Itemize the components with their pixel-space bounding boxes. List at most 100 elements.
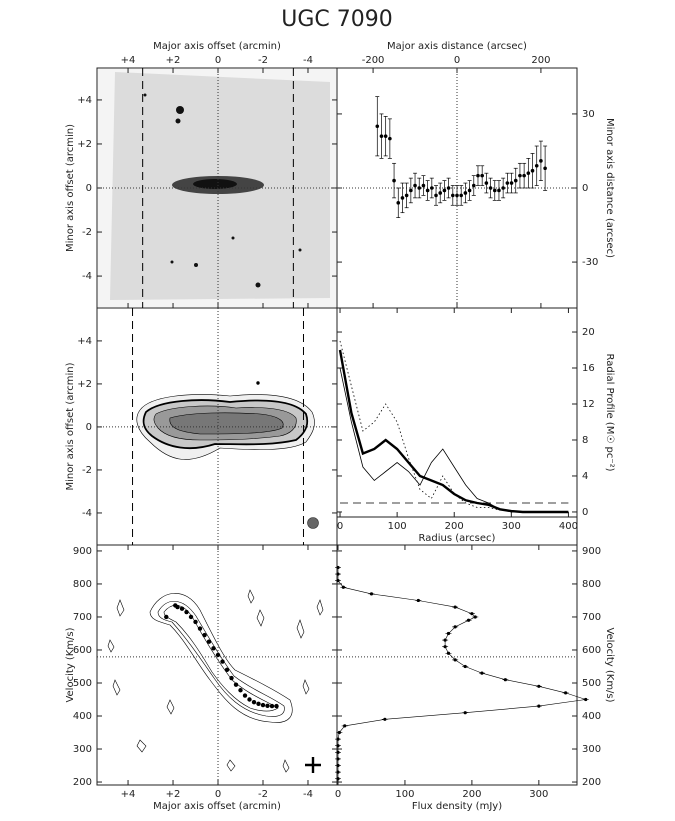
pv-contours: [107, 589, 324, 773]
y-tick-label: 500: [73, 678, 92, 689]
y-tick-label: 300: [73, 744, 92, 755]
y-tick-label: 200: [73, 777, 92, 788]
data-point: [164, 614, 169, 620]
contour: [149, 593, 293, 723]
x-tick-label: 200: [531, 55, 550, 66]
data-point: [539, 159, 543, 163]
data-point: [256, 701, 261, 706]
y-tick-label: -4: [82, 271, 92, 282]
data-point: [463, 711, 467, 715]
beam: [307, 517, 319, 529]
data-point: [265, 703, 270, 708]
data-point: [446, 631, 451, 636]
data-point: [453, 625, 457, 629]
data-point: [188, 614, 194, 620]
data-point: [336, 572, 340, 576]
data-point: [383, 134, 388, 138]
data-point: [526, 171, 531, 175]
x-tick-label: 200: [445, 521, 464, 532]
data-point: [497, 188, 501, 193]
data-point: [476, 173, 480, 178]
y-axis-label: Minor axis offset (arcmin): [65, 124, 76, 252]
figure-title: UGC 7090: [281, 7, 393, 32]
data-point: [343, 724, 347, 728]
data-point: [229, 675, 234, 681]
y-tick-label: 500: [582, 678, 601, 689]
data-point: [564, 691, 568, 695]
data-point: [438, 191, 443, 195]
x-tick-label: -4: [303, 55, 313, 66]
data-point: [375, 124, 380, 129]
data-point: [480, 671, 484, 675]
y-axis-label: Velocity (Km/s): [604, 627, 615, 702]
x-tick-label: 400: [559, 521, 578, 532]
y-tick-label: -30: [582, 257, 598, 268]
data-point: [455, 193, 459, 198]
data-point: [488, 186, 493, 190]
star: [255, 282, 261, 288]
x-tick-label: +2: [166, 55, 181, 66]
x-axis-label: Flux density (mJy): [412, 801, 502, 812]
data-point: [220, 659, 225, 664]
data-point: [430, 186, 434, 190]
data-line: [339, 340, 500, 511]
data-point: [233, 682, 239, 687]
data-point: [336, 744, 340, 748]
y-tick-label: 800: [73, 579, 92, 590]
y-axis-label: Minor axis offset (arcmin): [65, 362, 76, 490]
data-point: [202, 632, 207, 638]
x-tick-label: 0: [335, 789, 341, 800]
data-point: [336, 757, 340, 761]
contour: [157, 600, 285, 717]
data-point: [537, 684, 541, 688]
data-point: [336, 763, 340, 768]
data-point: [453, 605, 457, 609]
star: [194, 263, 198, 267]
y-tick-label: -2: [82, 227, 92, 238]
data-point: [513, 178, 518, 183]
data-point: [509, 181, 514, 185]
y-axis-label: Radial Profile (M☉ pc⁻²): [604, 353, 615, 471]
data-point: [238, 688, 243, 693]
star: [143, 93, 147, 97]
data-point: [388, 136, 392, 141]
data-point: [247, 697, 252, 702]
data-point: [336, 770, 340, 774]
data-point: [400, 196, 405, 200]
y-tick-label: 400: [73, 711, 92, 722]
x-axis-label: Major axis offset (arcmin): [153, 801, 281, 812]
y-tick-label: 16: [582, 363, 595, 374]
y-tick-label: 700: [73, 612, 92, 623]
y-tick-label: 600: [73, 645, 92, 656]
data-point: [463, 191, 468, 195]
y-tick-label: 800: [582, 579, 601, 590]
data-point: [336, 579, 340, 583]
data-point: [518, 173, 522, 178]
data-point: [434, 193, 438, 198]
y-tick-label: 400: [582, 711, 601, 722]
data-line: [337, 567, 586, 779]
data-point: [446, 186, 451, 190]
data-point: [480, 173, 484, 178]
data-point: [522, 173, 526, 178]
data-point: [260, 702, 266, 708]
y-tick-label: 0: [582, 183, 588, 194]
data-line: [339, 367, 569, 513]
y-axis-label: Minor axis distance (arcsec): [604, 118, 615, 258]
data-point: [341, 585, 345, 589]
resolution-cross: [305, 757, 321, 773]
data-point: [505, 181, 510, 185]
y-tick-label: -4: [82, 508, 92, 519]
x-tick-label: -4: [303, 789, 313, 800]
data-point: [537, 704, 541, 708]
data-point: [242, 693, 248, 698]
y-tick-label: 300: [582, 744, 601, 755]
data-line: [338, 349, 569, 514]
star: [170, 260, 174, 264]
x-tick-label: 0: [215, 789, 221, 800]
data-point: [383, 717, 387, 721]
data-point: [179, 606, 185, 611]
x-tick-label: +4: [121, 789, 136, 800]
data-point: [379, 134, 384, 138]
